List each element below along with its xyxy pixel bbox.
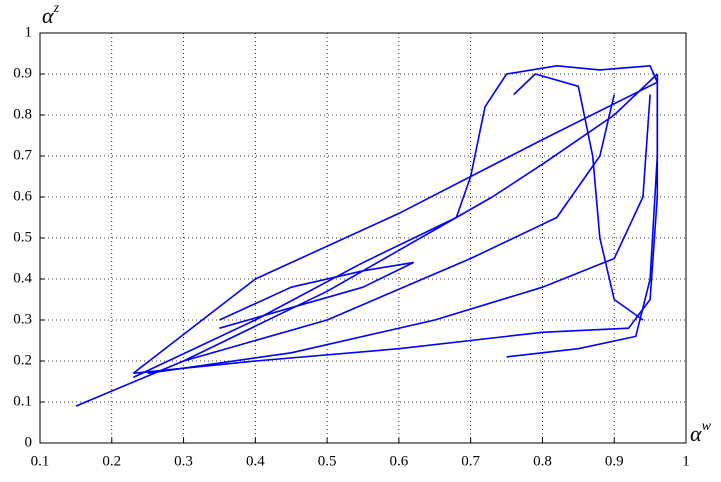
x-tick-label: 0.2 (102, 453, 121, 469)
trajectory (147, 94, 651, 375)
y-tick-label: 0.4 (13, 270, 32, 286)
plot-frame (39, 32, 687, 444)
trajectory (75, 65, 659, 407)
x-tick-label: 0.7 (461, 453, 480, 469)
x-label-sup: w (702, 419, 712, 434)
x-tick-label: 0.6 (390, 453, 409, 469)
y-tick-label: 0 (25, 434, 33, 450)
y-tick-label: 0.9 (13, 65, 32, 81)
trajectory (513, 73, 644, 321)
x-axis-label: αw (690, 419, 712, 446)
y-tick-label: 0.7 (13, 147, 32, 163)
x-tick-label: 0.4 (246, 453, 265, 469)
y-tick-label: 0.3 (13, 311, 32, 327)
y-label-base: α (42, 3, 54, 28)
y-tick-label: 0.1 (13, 393, 32, 409)
trajectory (219, 261, 415, 329)
y-tick-label: 0.6 (13, 188, 32, 204)
x-tick-label: 0.9 (605, 453, 624, 469)
x-tick-label: 0.8 (533, 453, 552, 469)
y-tick-label: 0.5 (13, 229, 32, 245)
y-axis-label: αz (42, 1, 60, 28)
x-tick-label: 0.3 (174, 453, 193, 469)
trajectory (183, 94, 616, 362)
y-tick-label: 0.8 (13, 106, 32, 122)
x-tick-label: 1 (682, 453, 690, 469)
y-tick-label: 1 (25, 24, 33, 40)
trajectory (506, 74, 659, 358)
y-label-sup: z (53, 1, 60, 16)
x-label-base: α (690, 421, 702, 446)
x-tick-label: 0.1 (31, 453, 50, 469)
y-tick-label: 0.2 (13, 352, 32, 368)
trajectory (133, 74, 659, 375)
x-tick-label: 0.5 (318, 453, 337, 469)
trajectory (132, 73, 658, 379)
